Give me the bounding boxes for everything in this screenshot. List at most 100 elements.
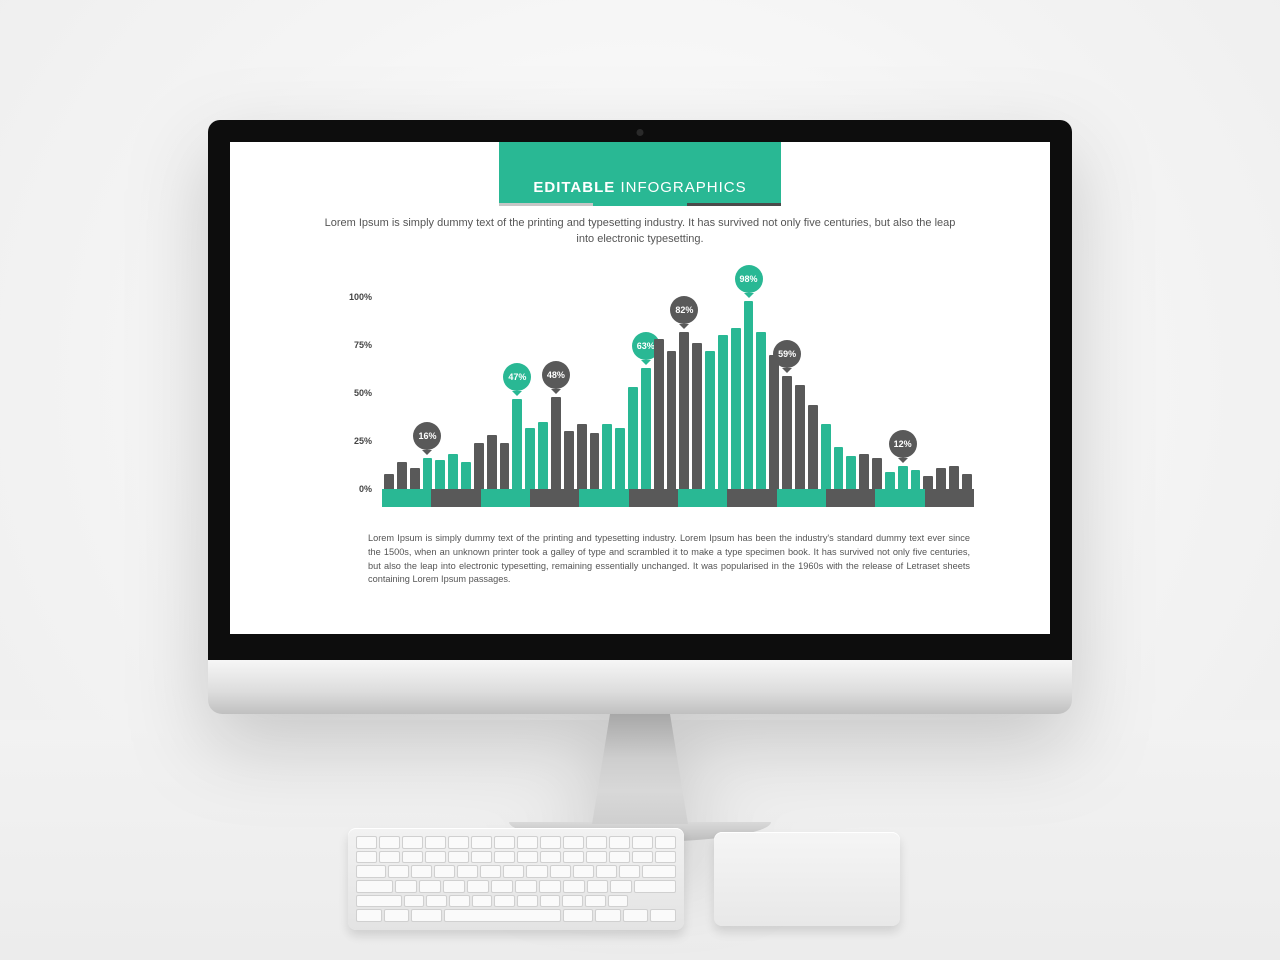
keyboard-key (563, 880, 585, 893)
bar (384, 474, 394, 489)
keyboard-key (540, 851, 561, 864)
value-bubble: 16% (413, 422, 441, 450)
keyboard-key (596, 865, 617, 878)
keyboard-key (425, 851, 446, 864)
keyboard-key (471, 836, 492, 849)
keyboard-key (444, 909, 561, 922)
keyboard-key (540, 895, 561, 908)
keyboard-key (480, 865, 501, 878)
keyboard-key (411, 865, 432, 878)
bar (949, 466, 959, 489)
keyboard-key (425, 836, 446, 849)
keyboard-key (562, 895, 583, 908)
keyboard-key (448, 851, 469, 864)
keyboard-key (585, 895, 606, 908)
bar (936, 468, 946, 489)
chart-baseline (382, 489, 974, 507)
bars-container: 16%47%48%63%82%98%59%12% (382, 297, 974, 489)
keyboard-key (550, 865, 571, 878)
value-bubble: 59% (773, 340, 801, 368)
keyboard-key (457, 865, 478, 878)
keyboard-key (632, 851, 653, 864)
keyboard-row (356, 909, 676, 922)
bar (846, 456, 856, 489)
keyboard-key (388, 865, 409, 878)
keyboard-key (610, 880, 632, 893)
title-underline-seg (499, 203, 593, 206)
keyboard-key (503, 865, 524, 878)
scene: EDITABLE INFOGRAPHICS Lorem Ipsum is sim… (0, 0, 1280, 960)
keyboard-key (356, 836, 377, 849)
keyboard-row (356, 865, 676, 878)
monitor-mockup: EDITABLE INFOGRAPHICS Lorem Ipsum is sim… (208, 120, 1072, 842)
keyboard-key (494, 836, 515, 849)
baseline-seg (678, 489, 727, 507)
monitor-bezel: EDITABLE INFOGRAPHICS Lorem Ipsum is sim… (208, 120, 1072, 660)
bar: 59% (782, 376, 792, 489)
bar (538, 422, 548, 489)
baseline-seg (382, 489, 431, 507)
y-tick: 50% (354, 388, 372, 398)
bar: 48% (551, 397, 561, 489)
keyboard-key (573, 865, 594, 878)
y-axis: 0%25%50%75%100% (338, 297, 378, 489)
bar (474, 443, 484, 489)
keyboard-key (623, 909, 649, 922)
keyboard-key (494, 851, 515, 864)
bar (731, 328, 741, 489)
bar (718, 335, 728, 489)
baseline-seg (925, 489, 974, 507)
baseline-seg (579, 489, 628, 507)
keyboard-key (419, 880, 441, 893)
keyboard-key (356, 880, 393, 893)
keyboard-key (379, 851, 400, 864)
baseline-seg (826, 489, 875, 507)
keyboard-key (471, 851, 492, 864)
y-tick: 100% (349, 292, 372, 302)
keyboard-key (515, 880, 537, 893)
keyboard-key (563, 909, 594, 922)
keyboard-row (356, 836, 676, 849)
keyboard-key (517, 895, 538, 908)
keyboard-key (404, 895, 425, 908)
bar: 47% (512, 399, 522, 489)
baseline-seg (431, 489, 480, 507)
bar (808, 405, 818, 489)
keyboard-key (356, 865, 386, 878)
value-bubble: 82% (670, 296, 698, 324)
bar (448, 454, 458, 489)
keyboard-key (642, 865, 676, 878)
keyboard-key (655, 851, 676, 864)
title-underline-seg (593, 203, 687, 206)
title-light: INFOGRAPHICS (620, 179, 746, 196)
title-banner: EDITABLE INFOGRAPHICS (499, 142, 781, 206)
keyboard-key (379, 836, 400, 849)
bar (435, 460, 445, 489)
keyboard-key (395, 880, 417, 893)
keyboard-key (539, 880, 561, 893)
trackpad-icon (714, 832, 900, 926)
baseline-seg (777, 489, 826, 507)
bar (461, 462, 471, 489)
bar (590, 433, 600, 489)
keyboard-key (632, 836, 653, 849)
keyboard-key (402, 851, 423, 864)
bar (769, 355, 779, 489)
bar (705, 351, 715, 489)
value-bubble: 12% (889, 430, 917, 458)
keyboard-key (491, 880, 513, 893)
keyboard-key (356, 851, 377, 864)
keyboard-key (356, 895, 402, 908)
title-bold: EDITABLE (533, 179, 615, 196)
baseline-seg (481, 489, 530, 507)
bar: 63% (641, 368, 651, 489)
keyboard-key (563, 851, 584, 864)
baseline-seg (629, 489, 678, 507)
bar (756, 332, 766, 489)
bar (872, 458, 882, 489)
slide: EDITABLE INFOGRAPHICS Lorem Ipsum is sim… (230, 142, 1050, 634)
baseline-seg (875, 489, 924, 507)
bar (911, 470, 921, 489)
keyboard-key (494, 895, 515, 908)
bar (885, 472, 895, 489)
